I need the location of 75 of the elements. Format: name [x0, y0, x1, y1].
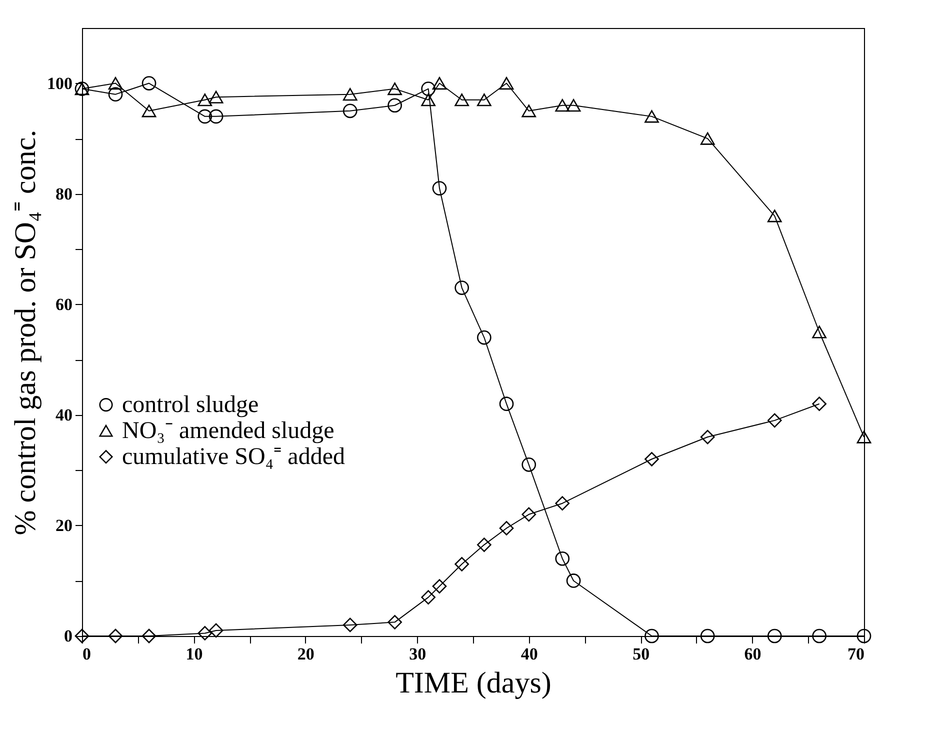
point — [432, 181, 447, 196]
point — [812, 628, 826, 644]
point — [812, 396, 826, 412]
point — [208, 90, 224, 104]
point — [477, 538, 492, 552]
point — [74, 628, 90, 644]
point — [454, 280, 469, 295]
point — [812, 326, 826, 338]
y-tick-label: 100 — [47, 74, 72, 93]
point — [342, 104, 358, 118]
point — [198, 626, 212, 640]
point — [700, 132, 715, 145]
point — [767, 413, 782, 428]
point — [566, 99, 581, 112]
point — [142, 76, 156, 90]
x-tick-label: 50 — [632, 644, 650, 664]
point — [522, 104, 536, 118]
point — [208, 109, 224, 124]
y-tick-label: 20 — [56, 516, 72, 535]
point — [454, 556, 469, 572]
x-tick-label: 40 — [520, 644, 538, 664]
y-axis-title: % control gas prod. or SO₄⁼ conc. — [9, 130, 42, 536]
point — [499, 521, 514, 536]
point — [566, 574, 581, 588]
x-tick-label: 0 — [82, 644, 91, 664]
point — [432, 76, 447, 90]
point — [856, 430, 872, 444]
point — [477, 94, 492, 106]
legend-label: NO₃⁻ amended sludge — [122, 418, 334, 444]
point — [856, 628, 872, 644]
point — [108, 87, 123, 102]
point — [432, 579, 447, 594]
y-tick-label: 60 — [56, 294, 72, 314]
point — [198, 94, 212, 106]
point — [388, 98, 402, 113]
point — [108, 76, 123, 90]
point — [644, 452, 659, 466]
x-tick-label: 20 — [297, 644, 314, 664]
point — [421, 82, 436, 96]
point — [342, 618, 358, 632]
x-tick-label: 30 — [409, 644, 426, 664]
point — [388, 615, 402, 630]
point — [644, 628, 659, 644]
point — [208, 623, 224, 638]
point — [421, 94, 436, 106]
point — [388, 82, 402, 96]
point — [522, 458, 536, 472]
point — [421, 590, 436, 604]
point — [555, 496, 570, 511]
point — [142, 104, 156, 118]
x-tick-label: 60 — [744, 644, 762, 664]
x-tick-label: 70 — [848, 644, 864, 664]
point — [700, 628, 715, 644]
point — [767, 628, 782, 644]
point — [700, 430, 715, 444]
legend-label: control sludge — [122, 392, 259, 418]
point — [644, 110, 659, 123]
x-axis-title: TIME (days) — [396, 666, 552, 700]
legend-label: cumulative SO₄⁼ added — [122, 444, 345, 470]
point — [767, 210, 782, 222]
point — [555, 99, 570, 112]
point — [477, 330, 492, 345]
point — [499, 396, 514, 412]
point — [555, 551, 570, 566]
x-tick-label: 10 — [186, 644, 203, 664]
point — [454, 94, 469, 106]
y-tick-label: 80 — [56, 184, 72, 204]
point — [522, 507, 536, 522]
point — [142, 628, 156, 644]
y-tick-label: 40 — [56, 405, 72, 424]
point — [499, 76, 514, 90]
point — [108, 628, 123, 644]
y-tick-label: 0 — [64, 626, 72, 646]
point — [342, 88, 358, 101]
point — [198, 109, 212, 124]
